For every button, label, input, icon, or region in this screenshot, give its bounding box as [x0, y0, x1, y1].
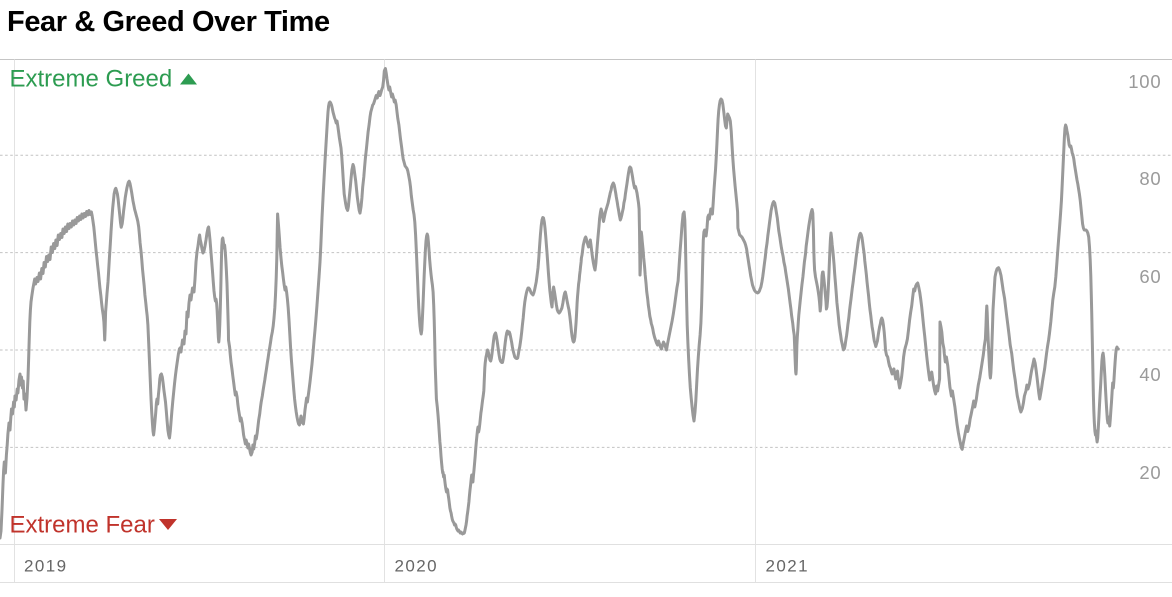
- svg-text:2019: 2019: [24, 557, 67, 576]
- svg-text:Extreme Greed: Extreme Greed: [10, 66, 173, 93]
- svg-text:60: 60: [1139, 266, 1161, 287]
- svg-text:20: 20: [1139, 462, 1161, 483]
- svg-text:100: 100: [1128, 71, 1161, 92]
- svg-text:40: 40: [1139, 364, 1161, 385]
- svg-text:80: 80: [1139, 168, 1161, 189]
- svg-text:Fear & Greed Over Time: Fear & Greed Over Time: [7, 6, 330, 38]
- svg-text:Extreme Fear: Extreme Fear: [10, 512, 155, 539]
- svg-text:2021: 2021: [766, 557, 809, 576]
- svg-text:2020: 2020: [395, 557, 438, 576]
